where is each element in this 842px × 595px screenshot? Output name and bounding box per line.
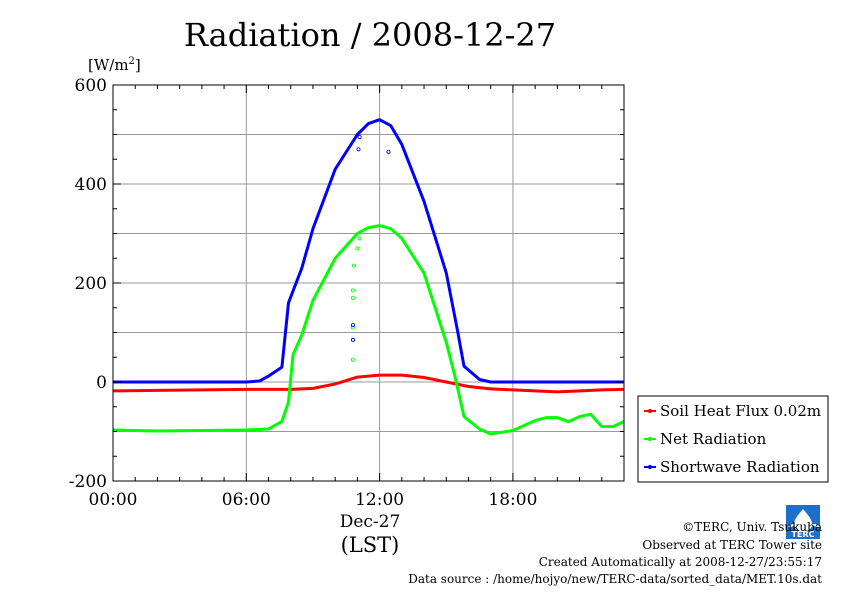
y-tick-label: -200	[69, 472, 107, 492]
y-tick-label: 400	[75, 175, 107, 195]
logo-text: TERC	[792, 530, 815, 539]
y-unit-superscript: 2	[129, 56, 135, 67]
legend-box	[637, 395, 829, 483]
plot-series	[112, 118, 625, 436]
outlier-point	[350, 325, 355, 330]
legend-label-2: Shortwave Radiation	[660, 458, 820, 476]
series-line-1	[112, 224, 625, 436]
y-axis-unit-label: [W/m2]	[88, 56, 141, 74]
series-line-2	[113, 118, 624, 384]
footer-source: Data source : /home/hojyo/new/TERC-data/…	[408, 572, 822, 586]
footer-site: Observed at TERC Tower site	[642, 538, 822, 552]
legend-marker-1	[647, 436, 653, 442]
y-unit-base: [W/m	[88, 56, 129, 74]
x-tick-label: 12:00	[355, 490, 404, 510]
terc-logo: TERC	[786, 505, 820, 539]
outlier-point	[357, 134, 362, 139]
outlier-point	[350, 323, 355, 328]
x-tick-label: 00:00	[89, 490, 138, 510]
footer-copyright: ©TERC, Univ. Tsukuba	[682, 520, 822, 534]
legend-marker-2	[647, 464, 653, 470]
x-axis-timezone-label: (LST)	[341, 533, 400, 557]
legend: Soil Heat Flux 0.02m Net Radiation Shortwa…	[637, 395, 829, 483]
y-tick-label: 600	[75, 76, 107, 96]
outlier-point	[350, 337, 355, 342]
legend-label-1: Net Radiation	[660, 430, 767, 448]
outlier-point	[352, 263, 357, 268]
outlier-point	[357, 236, 362, 241]
chart-title: Radiation / 2008-12-27	[184, 16, 556, 54]
y-axis-ticks: -200 0 200 400 600	[69, 76, 624, 492]
legend-label-0: Soil Heat Flux 0.02m	[660, 402, 821, 420]
outlier-point	[355, 246, 360, 251]
y-unit-end: ]	[135, 56, 141, 74]
x-tick-label: 06:00	[222, 490, 271, 510]
series-line-0	[112, 373, 625, 394]
outlier-point	[386, 149, 391, 154]
outlier-point	[350, 295, 355, 300]
x-tick-label: 18:00	[488, 490, 537, 510]
wave-icon	[788, 524, 820, 530]
outlier-point	[356, 147, 361, 152]
grid-lines	[113, 85, 624, 481]
legend-marker-0	[647, 408, 653, 414]
x-axis-ticks: 00:00 06:00 12:00 18:00	[89, 85, 625, 510]
outlier-point	[350, 288, 355, 293]
y-tick-label: 0	[96, 373, 107, 393]
outlier-point	[350, 357, 355, 362]
x-axis-date-label: Dec-27	[340, 512, 401, 532]
y-tick-label: 200	[75, 274, 107, 294]
footer-created: Created Automatically at 2008-12-27/23:5…	[539, 555, 822, 569]
